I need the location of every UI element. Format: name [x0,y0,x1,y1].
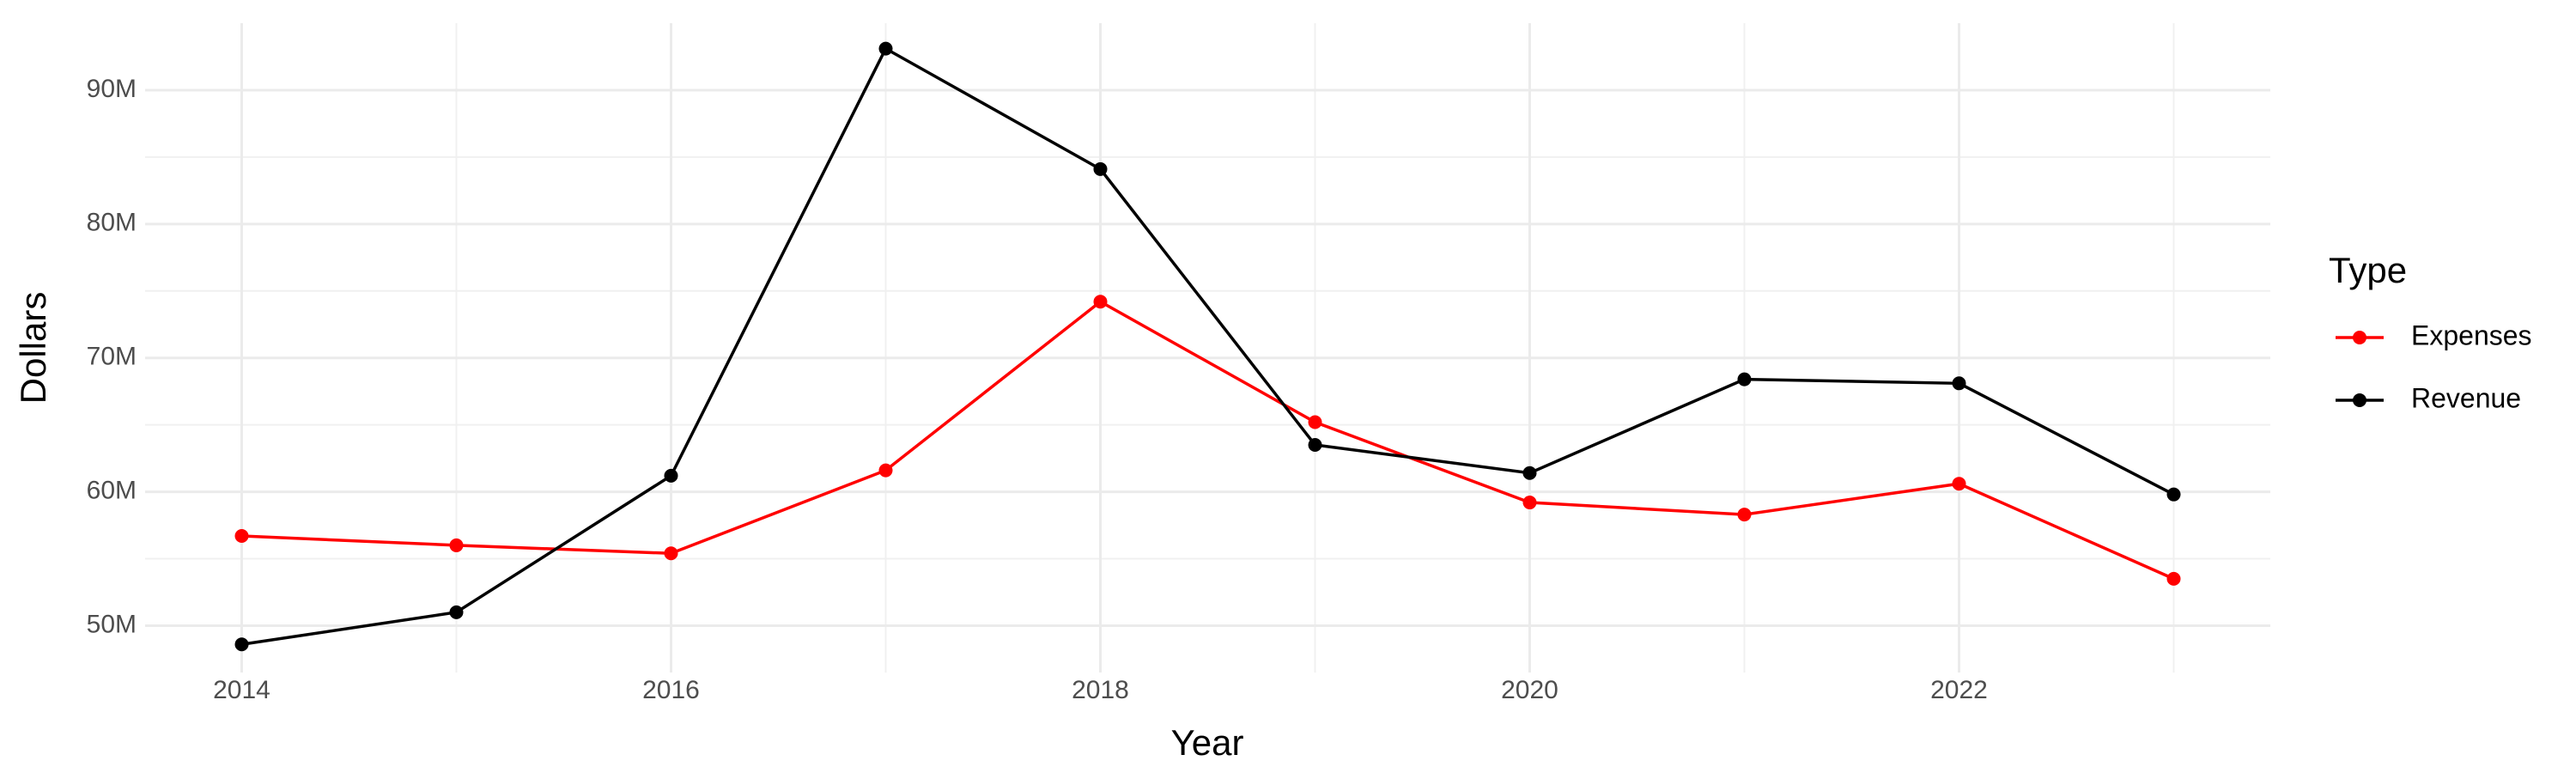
data-point [449,605,464,619]
x-tick-label: 2018 [1072,676,1129,704]
legend-text: Revenue [2411,382,2521,413]
y-tick-label: 50M [87,610,137,638]
data-point [1952,376,1966,391]
data-point [878,463,893,478]
y-tick-label: 70M [87,343,137,371]
data-point [1093,295,1108,309]
data-point [1737,372,1752,386]
data-point [234,637,249,652]
data-point [1522,496,1537,510]
data-point [664,468,678,483]
x-axis-title: Year [1171,722,1244,763]
legend-key-point [2353,331,2366,344]
data-point [878,41,893,56]
data-point [1737,508,1752,522]
series-line [241,300,2175,581]
y-tick-label: 90M [87,75,137,103]
data-point [1093,161,1108,176]
data-point [234,529,249,544]
data-point [449,538,464,552]
legend-text: Expenses [2411,320,2532,350]
data-point [1952,477,1966,491]
x-tick-label: 2020 [1501,676,1558,704]
y-tick-label: 80M [87,209,137,237]
y-tick-label: 60M [87,476,137,504]
y-axis-title: Dollars [13,292,53,405]
legend-title: Type [2329,250,2407,290]
x-tick-label: 2022 [1930,676,1988,704]
data-point [1522,466,1537,480]
x-tick-label: 2016 [642,676,700,704]
series-line [241,46,2175,646]
data-point [1308,415,1322,429]
data-point [664,546,678,561]
data-point [2166,571,2181,586]
data-point [2166,487,2181,502]
data-point [1308,438,1322,453]
legend-key-point [2353,393,2366,407]
x-tick-label: 2014 [213,676,270,704]
